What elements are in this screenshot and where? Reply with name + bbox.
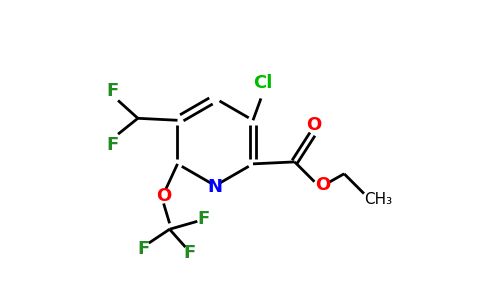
Text: O: O <box>315 176 330 194</box>
Text: N: N <box>208 178 223 196</box>
Text: F: F <box>137 240 150 258</box>
Text: Cl: Cl <box>253 74 272 92</box>
Text: F: F <box>183 244 196 262</box>
Text: CH₃: CH₃ <box>364 192 392 207</box>
Text: F: F <box>197 210 210 228</box>
Text: O: O <box>156 187 171 205</box>
Text: O: O <box>306 116 321 134</box>
Text: F: F <box>106 82 118 100</box>
Text: F: F <box>106 136 118 154</box>
